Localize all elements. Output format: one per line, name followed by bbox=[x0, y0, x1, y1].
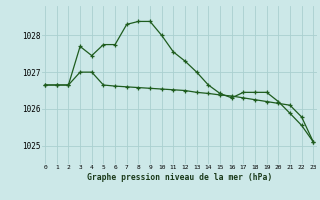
X-axis label: Graphe pression niveau de la mer (hPa): Graphe pression niveau de la mer (hPa) bbox=[87, 173, 272, 182]
